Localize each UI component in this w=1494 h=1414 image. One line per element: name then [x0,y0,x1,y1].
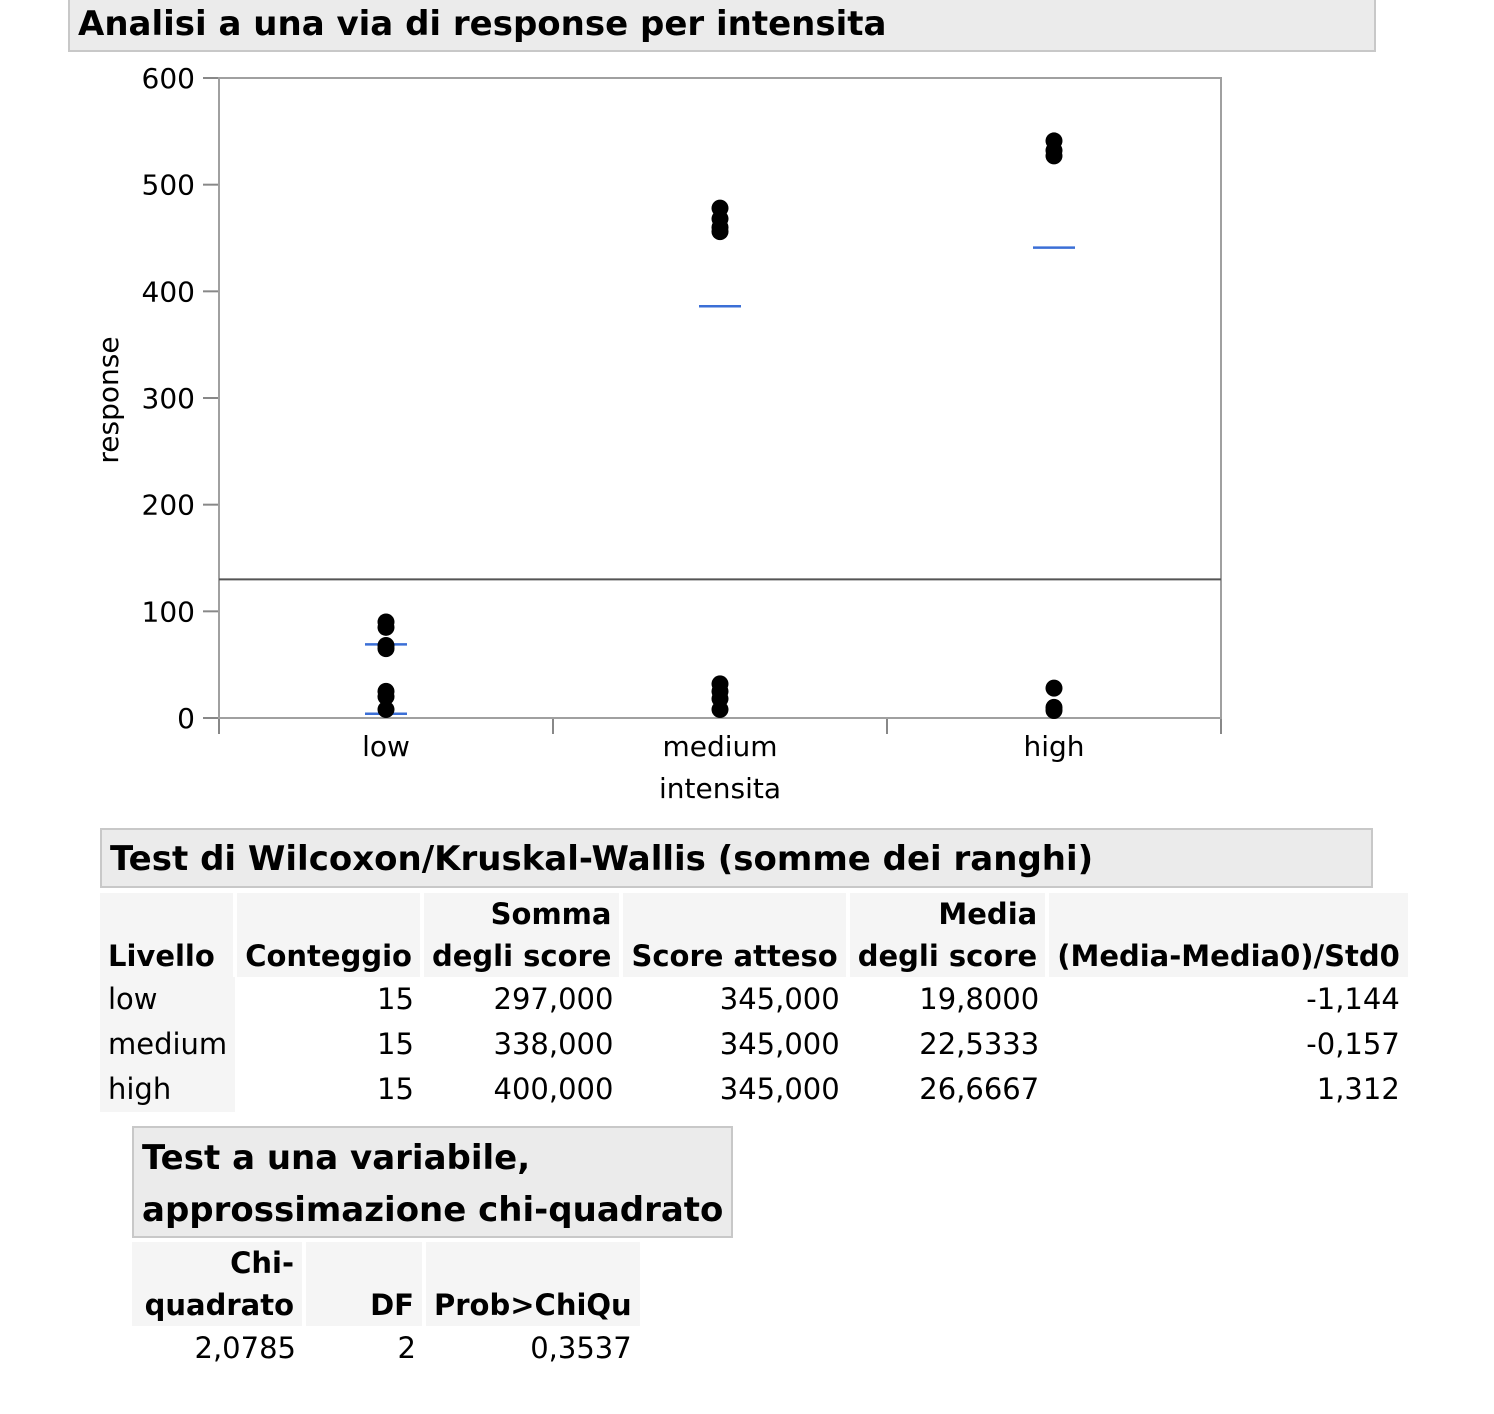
cell-mean: 22,5333 [919,1027,1040,1061]
y-tick-label: 200 [142,489,195,522]
group-means [365,246,1075,715]
cell-std: 1,312 [1316,1072,1400,1106]
data-point [377,688,395,706]
data-point [711,700,729,718]
chi-title-line1: Test a una variabile, [142,1138,531,1178]
cell-std: -0,157 [1306,1027,1400,1061]
col-mean-line2: degli score [857,939,1038,973]
cell-count: 15 [377,982,414,1016]
x-tick-label: medium [662,730,777,763]
y-axis-title: response [92,336,125,463]
cell-df: 2 [397,1331,416,1365]
data-point [1045,702,1063,720]
table-row: high 15 400,000 345,000 26,6667 1,312 [100,1067,1408,1112]
cell-level: medium [100,1022,236,1067]
oneway-chart: 0 100 200 300 400 500 600 low medium high respon… [92,62,1222,805]
wilcoxon-title: Test di Wilcoxon/Kruskal-Wallis (somme d… [100,828,1373,888]
cell-std: -1,144 [1306,982,1400,1016]
cell-prob: 0,3537 [530,1331,632,1365]
col-chi-line2: quadrato [144,1288,294,1322]
x-tick-label: low [362,730,410,763]
col-sum-line1: Somma [490,897,612,931]
cell-mean: 26,6667 [919,1072,1040,1106]
x-axis: low medium high [218,718,1222,763]
plot-frame [218,77,1222,719]
y-tick-label: 500 [142,169,195,202]
cell-level: high [100,1067,236,1112]
cell-level: low [100,977,236,1022]
cell-sum: 338,000 [493,1027,614,1061]
y-tick-label: 100 [142,595,195,628]
col-expected: Score atteso [619,893,848,977]
table-row: 2,0785 2 0,3537 [132,1326,640,1371]
cell-sum: 400,000 [493,1072,614,1106]
col-std: (Media-Media0)/Std0 [1045,893,1408,977]
col-prob: Prob>ChiQu [422,1242,640,1326]
col-chi: Chi-quadrato [132,1242,304,1326]
col-sum: Somma degli score [419,893,622,977]
table-row: medium 15 338,000 345,000 22,5333 -0,157 [100,1022,1408,1067]
x-axis-title: intensita [659,772,781,805]
col-count: Conteggio [233,893,422,977]
data-point [1045,147,1063,165]
y-tick-label: 600 [142,62,195,95]
chi-square-table: Chi-quadrato DF Prob>ChiQu 2,0785 2 0,35… [132,1242,640,1371]
cell-expected: 345,000 [719,1027,840,1061]
data-point [377,618,395,636]
y-tick-label: 400 [142,275,195,308]
table-header-row: Chi-quadrato DF Prob>ChiQu [132,1242,640,1326]
cell-mean: 19,8000 [919,982,1040,1016]
cell-expected: 345,000 [719,1072,840,1106]
col-mean-line1: Media [938,897,1038,931]
table-row: low 15 297,000 345,000 19,8000 -1,144 [100,977,1408,1022]
wilcoxon-table: Livello Conteggio Somma degli score Score… [100,893,1408,1112]
data-point [1045,679,1063,697]
data-points [377,132,1063,720]
col-chi-line1: Chi- [230,1246,294,1280]
data-point [377,640,395,658]
cell-count: 15 [377,1072,414,1106]
data-point [377,700,395,718]
y-tick-label: 300 [142,382,195,415]
col-df: DF [302,1242,424,1326]
col-level: Livello [100,893,236,977]
col-sum-line2: degli score [431,939,612,973]
report-title: Analisi a una via di response per intens… [68,0,1376,52]
chi-title-line2: approssimazione chi-quadrato [142,1190,724,1230]
table-header-row: Livello Conteggio Somma degli score Score… [100,893,1408,977]
cell-sum: 297,000 [493,982,614,1016]
data-point [711,223,729,241]
col-mean: Media degli score [845,893,1048,977]
y-axis: 0 100 200 300 400 500 600 [142,62,219,735]
y-tick-label: 0 [177,702,195,735]
cell-chi: 2,0785 [194,1331,296,1365]
chi-square-title: Test a una variabile, approssimazione ch… [132,1126,733,1238]
x-tick-label: high [1023,730,1084,763]
cell-count: 15 [377,1027,414,1061]
cell-expected: 345,000 [719,982,840,1016]
